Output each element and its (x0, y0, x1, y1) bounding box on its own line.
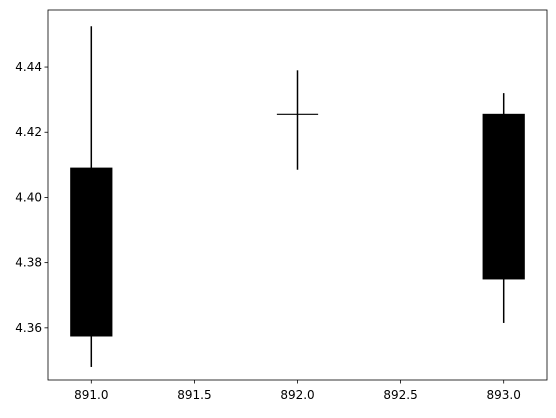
x-tick-label: 893.0 (487, 388, 521, 402)
y-tick-label: 4.40 (15, 190, 42, 204)
y-tick-label: 4.38 (15, 256, 42, 270)
x-tick-label: 892.0 (280, 388, 314, 402)
candle-2 (482, 93, 525, 323)
y-tick-label: 4.36 (15, 321, 42, 335)
x-tick-label: 892.5 (383, 388, 417, 402)
candle-0 (70, 26, 113, 367)
candle-body (70, 167, 113, 337)
x-tick-label: 891.0 (74, 388, 108, 402)
x-axis: 891.0 891.5 892.0 892.5 893.0 (74, 380, 521, 402)
y-tick-label: 4.42 (15, 125, 42, 139)
candle-body (482, 113, 525, 280)
x-tick-label: 891.5 (177, 388, 211, 402)
y-tick-label: 4.44 (15, 60, 42, 74)
plot-marks (70, 26, 525, 367)
candle-1 (276, 70, 319, 170)
y-axis: 4.36 4.38 4.40 4.42 4.44 (15, 60, 48, 335)
